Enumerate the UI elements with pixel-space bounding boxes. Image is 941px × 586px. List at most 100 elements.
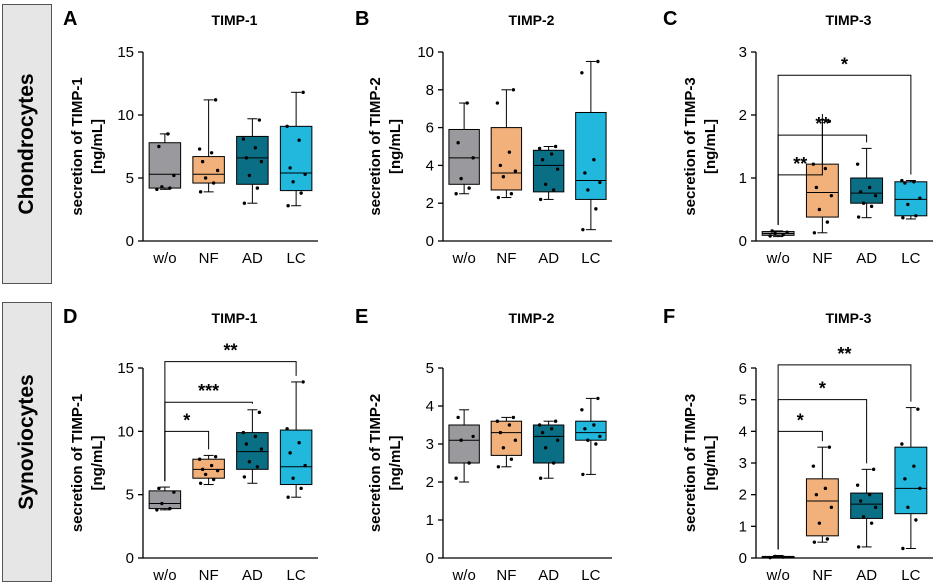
data-point [247, 173, 252, 178]
data-point [873, 193, 878, 198]
box-iqr [448, 128, 480, 185]
data-point [209, 463, 214, 468]
data-point [598, 180, 602, 185]
data-point [773, 231, 777, 236]
data-point [259, 159, 264, 164]
data-point [285, 124, 289, 129]
panel-title: TIMP-1 [212, 12, 258, 28]
data-point [456, 141, 460, 145]
box-lc [894, 178, 928, 220]
data-point [858, 190, 863, 194]
box-iqr [279, 125, 313, 192]
data-point [215, 468, 220, 473]
data-point [456, 415, 460, 420]
x-tick-label: AD [242, 250, 263, 267]
y-tick-label: 0 [126, 550, 134, 567]
y-axis-label-line: secretion of TIMP-1 [69, 394, 86, 532]
data-point [549, 427, 554, 431]
y-tick-label: 1 [426, 512, 434, 529]
y-axis-label-line: [ng/mL] [702, 436, 719, 491]
data-point [200, 159, 205, 164]
y-axis-label: secretion of TIMP-1 [ng/mL] [69, 394, 106, 532]
data-point [213, 98, 218, 102]
box-iqr [805, 163, 839, 218]
data-point [861, 515, 866, 519]
y-tick-label: 4 [739, 423, 747, 440]
y-tick-label: 0 [739, 550, 747, 567]
box-ad [850, 147, 884, 219]
box-iqr [490, 127, 523, 191]
data-point [286, 495, 290, 499]
x-tick-label: w/o [152, 567, 176, 584]
x-tick-label: w/o [451, 567, 475, 584]
data-point [912, 180, 916, 184]
data-point [543, 446, 548, 450]
x-tick-label: NF [812, 567, 832, 584]
box-nf [192, 98, 225, 194]
box-nf [490, 88, 523, 200]
data-point [299, 191, 303, 195]
box-iqr [192, 458, 225, 479]
data-point [255, 186, 260, 190]
data-point [912, 464, 916, 468]
box-w-o [761, 229, 795, 238]
y-axis-label: secretion of TIMP-2 [ng/mL] [367, 394, 404, 532]
box-ad [532, 144, 565, 202]
data-point [856, 215, 861, 219]
box-iqr [148, 490, 182, 510]
data-point [257, 410, 262, 415]
data-point [781, 233, 785, 237]
data-point [812, 231, 817, 235]
data-point [198, 481, 203, 485]
data-point [901, 546, 905, 551]
box-iqr [532, 424, 565, 464]
data-point [172, 490, 176, 494]
data-point [511, 88, 516, 92]
panel-letter: C [663, 8, 677, 30]
data-point [166, 132, 170, 136]
y-axis-label-line: [ng/mL] [89, 119, 106, 174]
data-point [592, 158, 596, 162]
data-point [259, 447, 264, 451]
x-tick-label: w/o [765, 567, 789, 584]
data-point [291, 180, 295, 184]
data-point [823, 486, 828, 491]
data-point [203, 176, 208, 180]
panel-letter: D [63, 306, 77, 328]
data-point [855, 162, 860, 166]
box-w-o [448, 409, 480, 483]
box-lc [894, 407, 928, 551]
x-tick-label: AD [538, 567, 559, 584]
data-point [867, 185, 872, 190]
data-point [773, 554, 777, 559]
data-point [155, 508, 159, 512]
data-point [871, 467, 876, 472]
data-point [811, 464, 816, 468]
y-axis-label-line: secretion of TIMP-2 [367, 394, 384, 532]
significance-label: ** [815, 114, 829, 134]
box-w-o [148, 486, 182, 512]
data-point [160, 501, 164, 506]
y-tick-label: 0 [426, 233, 434, 250]
data-point [551, 188, 556, 192]
significance-label: * [183, 410, 190, 430]
y-tick-label: 5 [126, 170, 134, 187]
data-point [856, 545, 861, 549]
x-tick-label: LC [287, 250, 306, 267]
data-point [814, 492, 819, 497]
data-point [855, 483, 860, 487]
data-point [817, 207, 822, 212]
data-point [301, 90, 305, 95]
box-w-o [148, 132, 182, 192]
box-iqr [490, 420, 523, 456]
data-point [768, 234, 772, 238]
significance-label: * [797, 410, 804, 430]
panel-c: C TIMP-3 secretion of TIMP-3 [ng/mL] 0 1 2 3 w/o… [663, 8, 933, 267]
x-tick-label: AD [242, 567, 263, 584]
data-point [553, 419, 558, 423]
data-point [257, 118, 262, 122]
x-tick-label: LC [581, 567, 600, 584]
data-point [540, 158, 545, 162]
y-axis-label: secretion of TIMP-2 [ng/mL] [367, 77, 404, 215]
row-tab-synoviocytes: Synoviocytes [2, 302, 52, 582]
